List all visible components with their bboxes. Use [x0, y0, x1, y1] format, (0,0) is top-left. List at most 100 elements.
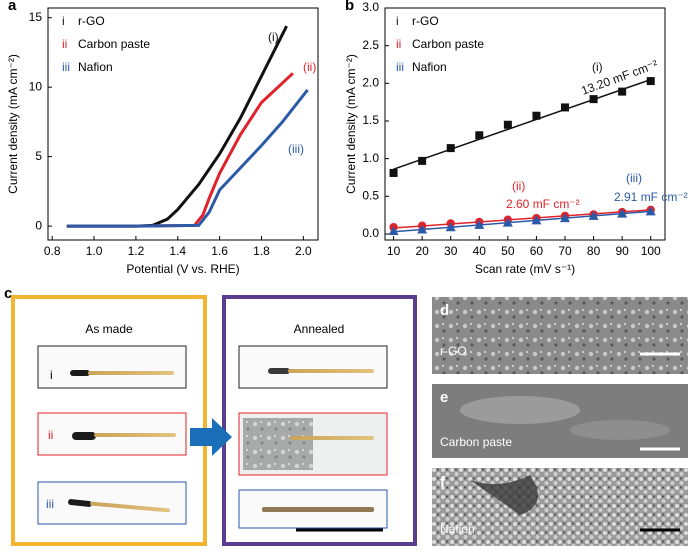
plot-frame	[47, 7, 319, 241]
fit-line	[393, 78, 651, 170]
x-tick-label: 70	[558, 244, 572, 258]
marker	[502, 217, 513, 227]
marker	[503, 120, 512, 129]
curve	[66, 89, 309, 228]
marker	[389, 168, 398, 177]
residue	[243, 418, 313, 470]
marker	[417, 224, 428, 234]
marker	[588, 210, 599, 220]
legend-label: r-GO	[78, 14, 105, 28]
caption: Carbon paste	[440, 435, 512, 449]
y-axis-label: Current density (mA cm⁻²)	[6, 54, 20, 194]
legend-label: Carbon paste	[412, 37, 484, 51]
legend-prefix: iii	[62, 60, 70, 74]
plot-frame	[384, 7, 666, 241]
annotation: 2.60 mF cm⁻²	[506, 197, 580, 211]
annotation: 2.91 mF cm⁻²	[614, 190, 688, 204]
x-tick-label: 1.0	[86, 244, 103, 258]
sem-f: f Nafion	[432, 468, 688, 546]
y-tick-label: 1.5	[362, 113, 379, 127]
item-label: ii	[48, 428, 53, 442]
panel-label: f	[440, 474, 446, 491]
x-tick-label: 2.0	[295, 244, 312, 258]
marker	[531, 215, 542, 225]
x-tick-label: 0.8	[44, 244, 61, 258]
sem-image	[432, 468, 688, 546]
electrode-tip	[72, 432, 96, 440]
panel-label: b	[345, 0, 354, 14]
photo-box	[37, 345, 187, 389]
annotation: (ii)	[512, 179, 525, 193]
photo-box	[37, 481, 187, 525]
panel-label: d	[440, 302, 449, 319]
legend-prefix: i	[62, 14, 65, 28]
x-tick-label: 20	[415, 244, 429, 258]
marker	[617, 208, 628, 218]
sem-e: e Carbon paste	[432, 384, 688, 458]
legend-prefix: iii	[396, 60, 404, 74]
as-made-frame	[11, 295, 207, 546]
wire	[290, 436, 374, 440]
y-tick-label: 5	[35, 149, 42, 163]
wire	[94, 433, 176, 437]
sem-d: d r-GO	[432, 297, 688, 374]
marker	[474, 219, 485, 229]
marker	[532, 111, 541, 120]
legend-prefix: i	[396, 14, 399, 28]
electrode-tip	[70, 370, 90, 376]
x-tick-label: 100	[641, 244, 661, 258]
x-tick-label: 1.6	[211, 244, 228, 258]
annealed-photos	[238, 345, 388, 532]
y-tick-label: 0.5	[362, 188, 379, 202]
electrode-tip	[268, 368, 290, 374]
x-axis-label: Scan rate (mV s⁻¹)	[475, 262, 575, 276]
annotation: (i)	[592, 60, 603, 74]
column-title: As made	[85, 322, 133, 336]
y-tick-label: 3.0	[362, 0, 379, 14]
marker	[645, 206, 656, 216]
marker	[560, 213, 570, 223]
column-title: Annealed	[294, 322, 345, 336]
wire	[262, 507, 374, 512]
x-tick-label: 10	[387, 244, 401, 258]
annotation: (iii)	[288, 142, 304, 156]
marker	[418, 156, 427, 165]
marker	[445, 222, 456, 232]
arrow	[190, 418, 232, 456]
x-tick-label: 1.2	[128, 244, 145, 258]
annealed-frame	[222, 295, 417, 546]
photo-box	[238, 345, 388, 389]
marker	[561, 103, 569, 112]
wire	[288, 369, 374, 373]
caption: r-GO	[440, 344, 467, 358]
x-tick-label: 60	[530, 244, 544, 258]
annotation: (ii)	[303, 60, 316, 74]
legend-label: Carbon paste	[78, 37, 150, 51]
sem-image	[432, 297, 688, 374]
y-tick-label: 2.0	[362, 75, 379, 89]
legend-prefix: ii	[396, 37, 401, 51]
legend-label: Nafion	[78, 60, 113, 74]
wire	[90, 501, 170, 513]
x-tick-label: 1.8	[253, 244, 270, 258]
electrode-tip	[68, 499, 92, 507]
annotation: (iii)	[626, 171, 642, 185]
panel-label: e	[440, 389, 448, 406]
marker	[618, 87, 627, 96]
x-tick-label: 30	[444, 244, 458, 258]
x-axis-label: Potential (V vs. RHE)	[126, 262, 239, 276]
fit-line	[393, 209, 651, 229]
annotation: (i)	[268, 30, 279, 44]
y-tick-label: 10	[29, 79, 43, 93]
item-label: i	[50, 368, 53, 382]
panel-label: c	[4, 285, 12, 302]
x-tick-label: 80	[587, 244, 601, 258]
marker	[446, 144, 455, 153]
legend-prefix: ii	[62, 37, 67, 51]
x-tick-label: 40	[473, 244, 487, 258]
y-tick-label: 15	[29, 10, 43, 24]
marker	[646, 77, 655, 86]
y-tick-label: 2.5	[362, 38, 379, 52]
panel-label: a	[8, 0, 17, 14]
